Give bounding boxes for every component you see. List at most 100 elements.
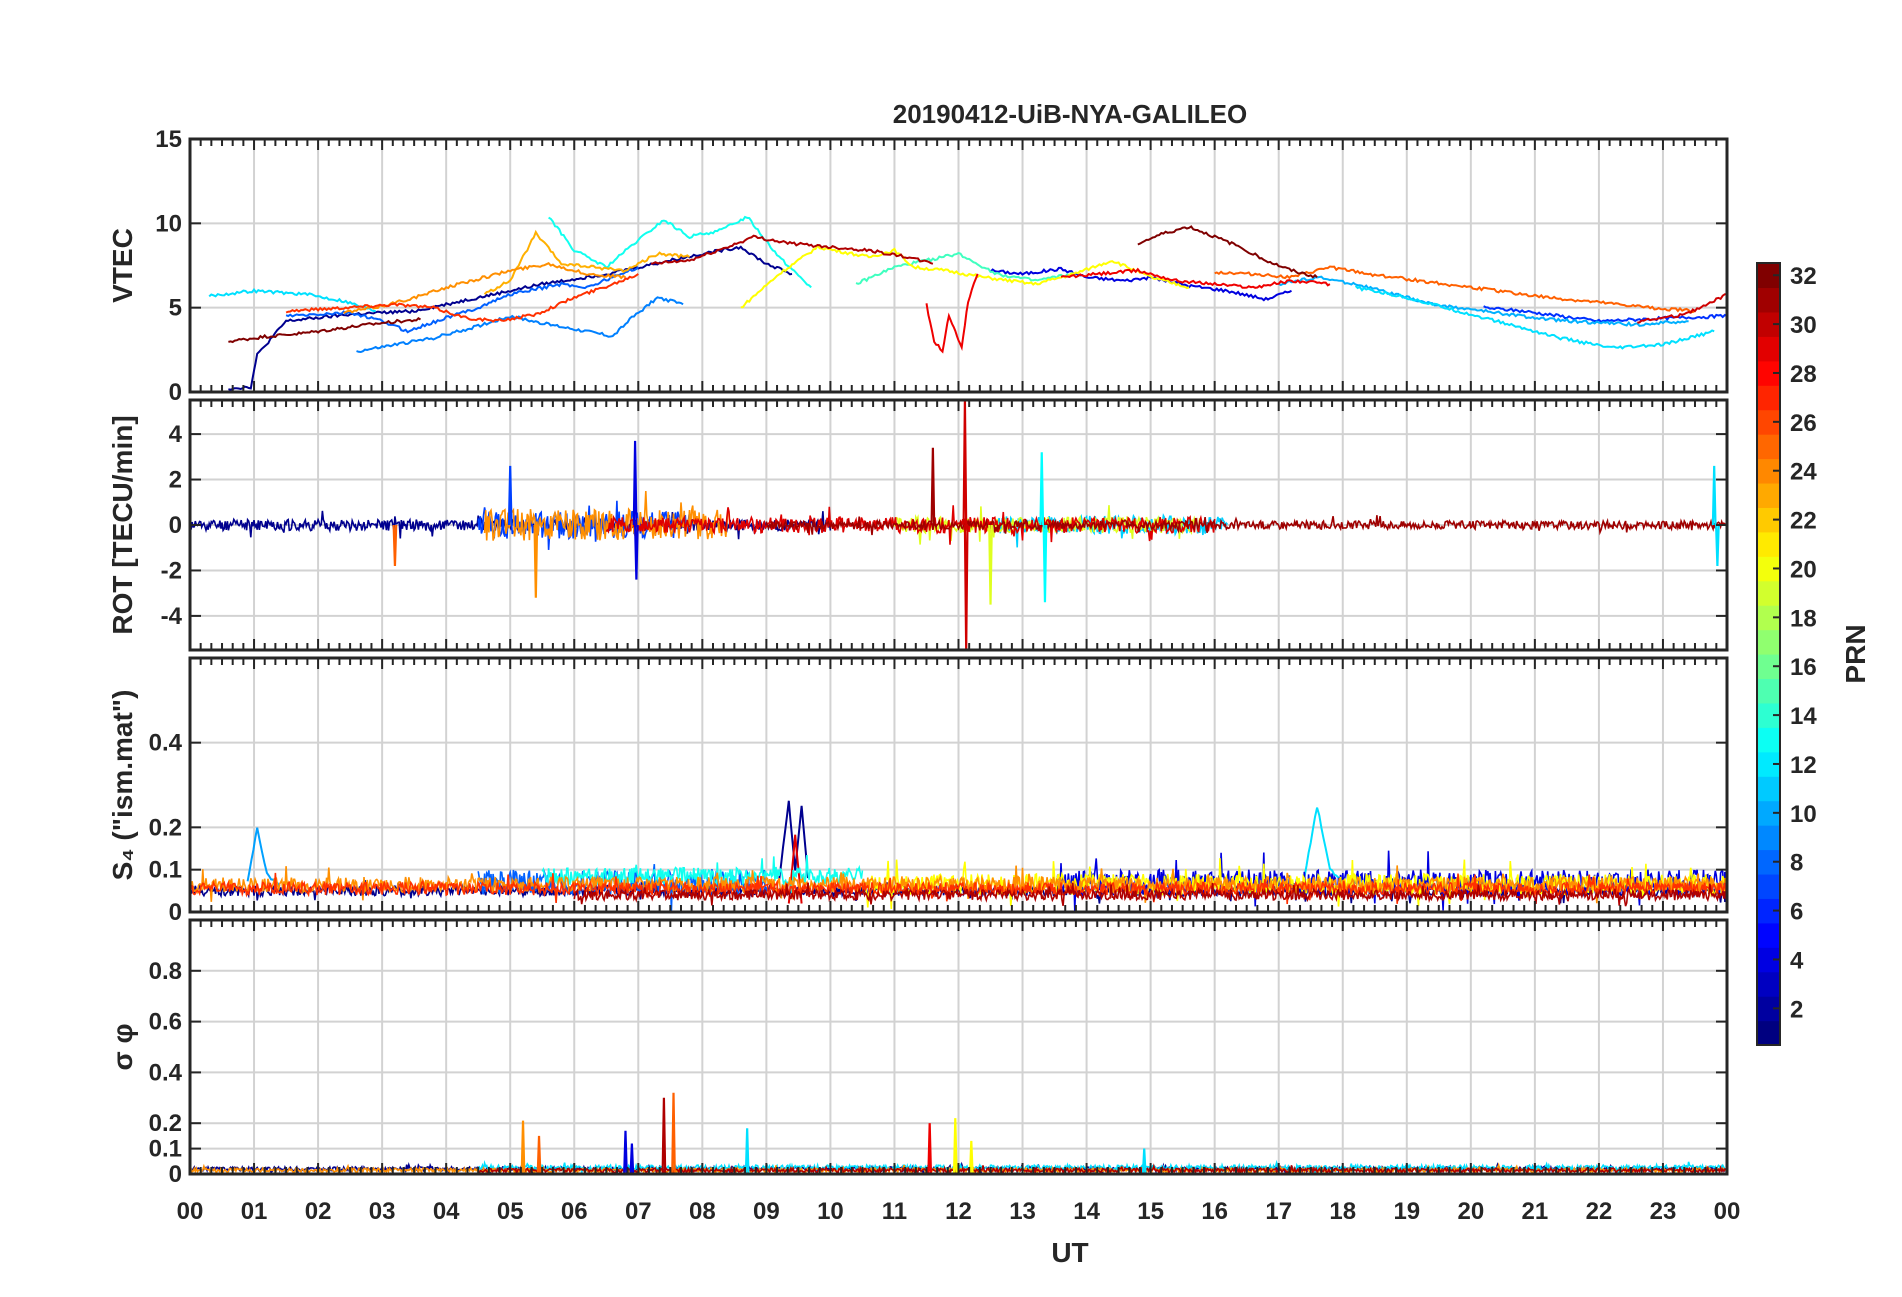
y-tick-label: 0 xyxy=(169,379,182,406)
x-tick-label: 11 xyxy=(882,1198,907,1225)
x-tick-label: 01 xyxy=(241,1198,268,1225)
colorbar-segment xyxy=(1757,434,1780,460)
panel-1: 0 5 10 15 VTEC xyxy=(107,126,1729,406)
series-prn-12 xyxy=(1303,807,1344,884)
y-tick-label: 0.6 xyxy=(149,1009,182,1036)
series-prn-32 xyxy=(228,317,421,344)
x-tick-label: 20 xyxy=(1457,1198,1484,1225)
x-tick-label: 00 xyxy=(1714,1198,1741,1225)
colorbar-frame xyxy=(1756,262,1781,1046)
colorbar-tick-label: 28 xyxy=(1790,361,1817,388)
colorbar-segment xyxy=(1757,898,1780,924)
grid xyxy=(189,658,1728,913)
panel-2: -4 -2 0 2 4 ROT [TECU/min] xyxy=(107,398,1729,652)
colorbar-tick-label: 16 xyxy=(1790,654,1817,681)
series-prn-31 xyxy=(650,234,934,265)
colorbar-segment xyxy=(1757,702,1780,728)
x-tick-label: 02 xyxy=(305,1198,332,1225)
spike-mark xyxy=(952,1118,958,1174)
spike-mark xyxy=(1141,1148,1147,1174)
colorbar-tick-label: 22 xyxy=(1790,508,1817,535)
colorbar-segment xyxy=(1757,849,1780,875)
colorbar-segment xyxy=(1757,556,1780,582)
spike-mark xyxy=(963,524,969,650)
x-tick-label: 12 xyxy=(945,1198,972,1225)
x-axis: 00 01 02 03 04 05 06 07 08 09 10 11 12 13 14 15 16 17 18 19… xyxy=(177,1198,1741,1225)
spike-mark xyxy=(927,1123,933,1174)
series-prn-30 xyxy=(1637,293,1727,324)
x-tick-label: 21 xyxy=(1522,1198,1549,1225)
colorbar-segment xyxy=(1757,507,1780,533)
series-prn-12 xyxy=(1354,285,1715,350)
series-prn-13 xyxy=(548,215,812,289)
y-tick-label: 5 xyxy=(169,295,182,322)
y-tick-label: -4 xyxy=(161,603,183,630)
series-prn-13 xyxy=(541,855,864,897)
grid xyxy=(189,920,1728,1175)
x-ticks xyxy=(189,138,1728,393)
colorbar-segment xyxy=(1757,1020,1780,1046)
colorbar-label: PRN xyxy=(1840,624,1871,683)
spike-mark xyxy=(520,1120,526,1174)
y-tick-label: 0.2 xyxy=(149,814,182,841)
y-tick-label: 0.2 xyxy=(149,1110,182,1137)
spike-mark xyxy=(507,465,513,526)
series-prn-31 xyxy=(765,515,1727,536)
y-tick-label: 10 xyxy=(155,210,182,237)
spike-mark xyxy=(392,524,398,566)
spike-mark xyxy=(671,1092,676,1174)
series-prn-29 xyxy=(605,505,1216,545)
series-prn-25 xyxy=(1214,265,1696,313)
series-prn-10 xyxy=(1278,275,1689,327)
spike-mark xyxy=(661,1097,667,1174)
panel-3: 0 0.1 0.2 0.4 S₄ ("ism.mat") xyxy=(107,656,1729,926)
spike-mark xyxy=(623,1130,628,1174)
colorbar-tick-label: 4 xyxy=(1790,947,1804,974)
spike-mark xyxy=(536,1135,542,1174)
x-tick-label: 07 xyxy=(625,1198,652,1225)
y-axis-label: S₄ ("ism.mat") xyxy=(107,690,138,881)
colorbar-segment xyxy=(1757,482,1780,508)
colorbar-segment xyxy=(1757,873,1780,899)
colorbar-tick-label: 10 xyxy=(1790,801,1817,828)
panel-4: 00.10.2 0.4 0.6 0.8 σ φ xyxy=(107,918,1729,1188)
x-tick-label: 04 xyxy=(433,1198,460,1225)
spike-mark xyxy=(1715,524,1720,566)
x-ticks xyxy=(189,920,1728,1175)
y-tick-label: 0.1 xyxy=(149,1136,182,1163)
colorbar-tick-label: 14 xyxy=(1790,703,1817,730)
x-tick-label: 03 xyxy=(369,1198,396,1225)
spike-mark xyxy=(988,524,993,605)
x-tick-label: 08 xyxy=(689,1198,716,1225)
x-tick-label: 23 xyxy=(1650,1198,1677,1225)
colorbar-tick-label: 12 xyxy=(1790,752,1817,779)
colorbar-tick-label: 6 xyxy=(1790,899,1803,926)
colorbar-segment xyxy=(1757,336,1780,362)
series-prn-5 xyxy=(1483,305,1727,324)
colorbar-segment xyxy=(1757,287,1780,313)
x-axis-label: UT xyxy=(1051,1237,1088,1268)
colorbar-segment xyxy=(1757,458,1780,484)
spike-mark xyxy=(744,1128,750,1174)
chart-title: 20190412-UiB-NYA-GALILEO xyxy=(893,99,1248,129)
colorbar-tick-label: 24 xyxy=(1790,459,1817,486)
grid xyxy=(189,138,1728,393)
spike-mark xyxy=(533,524,539,598)
spike-mark xyxy=(1711,465,1717,526)
x-ticks xyxy=(189,400,1728,650)
colorbar-segment xyxy=(1757,776,1780,802)
y-tick-label: 0 xyxy=(169,899,182,926)
y-tick-label: 0.4 xyxy=(149,1059,183,1086)
colorbar-segment xyxy=(1757,629,1780,655)
series-prn-32 xyxy=(1137,225,1318,279)
y-tick-label: 0.8 xyxy=(149,958,182,985)
x-tick-label: 06 xyxy=(561,1198,588,1225)
y-tick-label: 0.1 xyxy=(149,857,182,884)
x-tick-label: 19 xyxy=(1393,1198,1420,1225)
colorbar-segment xyxy=(1757,751,1780,777)
colorbar-segment xyxy=(1757,825,1780,851)
x-tick-label: 09 xyxy=(753,1198,780,1225)
